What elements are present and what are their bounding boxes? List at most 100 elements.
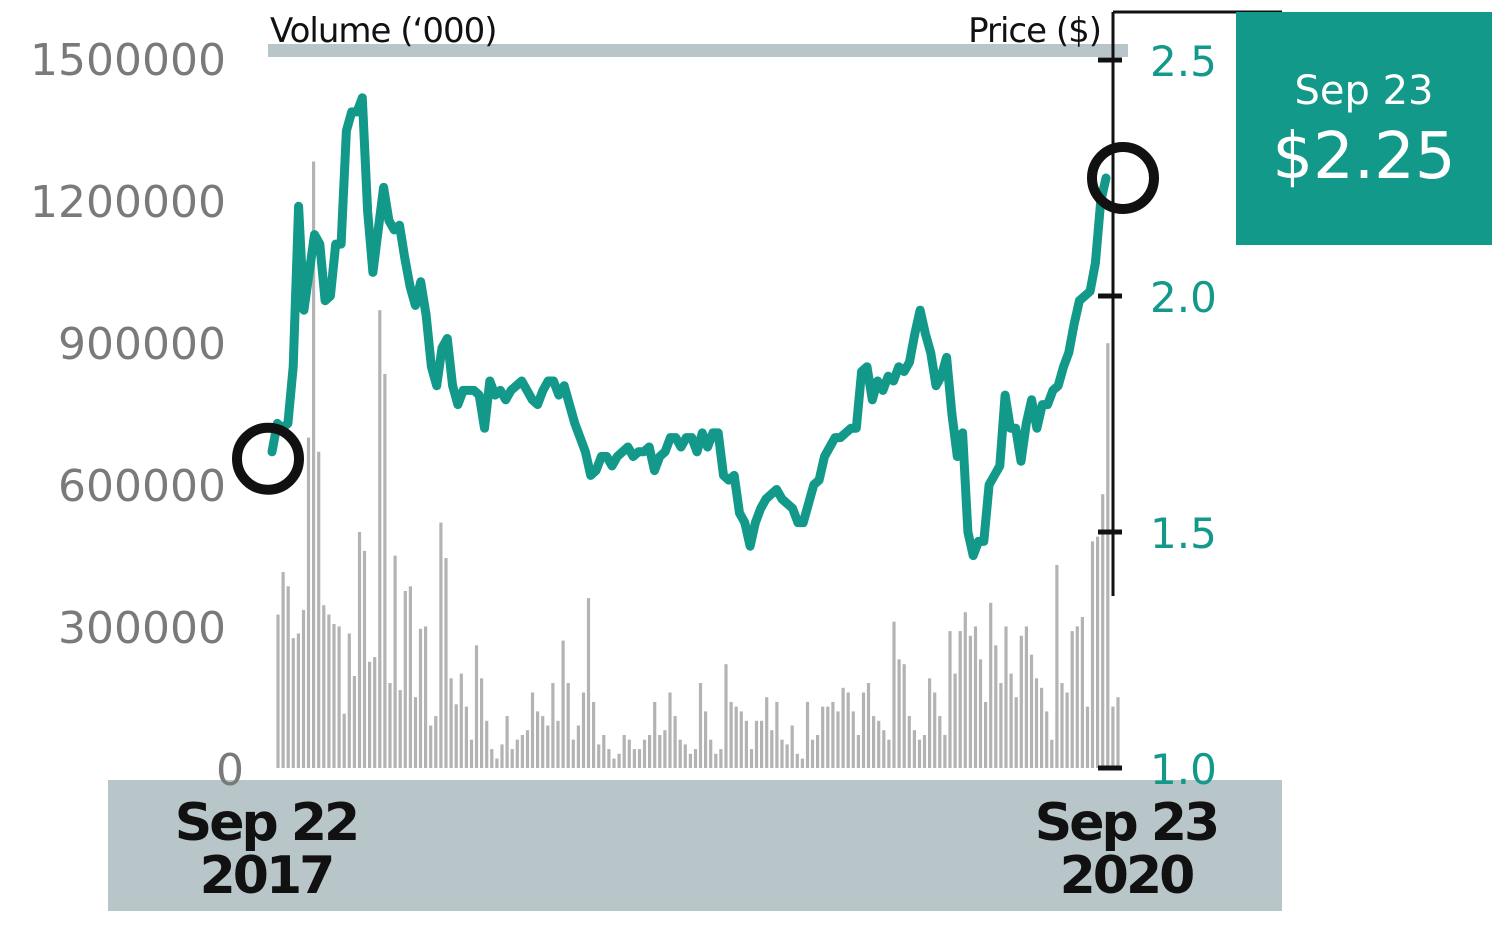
volume-bar [556, 720, 560, 768]
volume-bar [1014, 697, 1018, 768]
volume-bar [500, 744, 504, 768]
price-tick-label: 1.0 [1150, 745, 1217, 794]
volume-bar [1096, 536, 1100, 768]
end-price-marker [1087, 142, 1159, 214]
volume-bar [1024, 626, 1028, 768]
volume-bar [312, 161, 316, 768]
volume-bar [617, 753, 621, 768]
volume-bar [459, 673, 463, 768]
volume-bar [749, 749, 754, 768]
volume-bar [704, 711, 708, 768]
volume-bar [882, 730, 886, 768]
volume-bar [744, 720, 748, 768]
volume-bar [846, 692, 850, 768]
volume-bar [1070, 631, 1074, 768]
volume-bar [627, 739, 631, 768]
x-axis-band [108, 780, 1282, 911]
volume-bar [994, 645, 998, 768]
volume-bar [968, 635, 972, 768]
volume-bar [851, 711, 855, 768]
volume-bar [938, 716, 942, 768]
volume-bar [1060, 683, 1064, 768]
price-line [267, 93, 1111, 561]
volume-bar [368, 661, 372, 768]
volume-bar [928, 678, 932, 768]
volume-bar [678, 739, 682, 768]
volume-bar [637, 749, 642, 768]
volume-tick-label: 300000 [58, 603, 226, 654]
volume-tick-label: 1200000 [30, 177, 226, 228]
volume-bar [1085, 706, 1090, 768]
volume-bar [963, 612, 967, 768]
volume-bar [821, 706, 825, 768]
volume-bar [510, 749, 514, 768]
volume-bar [948, 631, 952, 768]
volume-bar [780, 739, 784, 768]
volume-bar [576, 725, 580, 768]
volume-axis-ticks: 1500000 1200000 900000 600000 300000 0 [30, 35, 244, 796]
volume-bar [1019, 635, 1023, 768]
volume-bar [541, 716, 545, 768]
volume-bar [276, 614, 280, 768]
volume-bar [622, 735, 626, 768]
volume-bar [1075, 626, 1079, 768]
volume-bar [836, 711, 840, 768]
volume-bar [800, 758, 804, 768]
volume-bar [887, 739, 891, 768]
volume-bar [698, 683, 703, 768]
volume-bar [317, 451, 321, 768]
volume-bar [943, 735, 947, 768]
volume-bar [709, 739, 713, 768]
volume-bar [897, 659, 901, 768]
volume-bar [1040, 687, 1044, 768]
volume-bar [856, 735, 860, 768]
volume-bar [306, 437, 311, 768]
volume-bar [810, 739, 815, 768]
volume-bar [973, 626, 978, 768]
volume-bar [866, 683, 871, 768]
volume-bar [765, 697, 769, 768]
volume-bar [1055, 565, 1059, 768]
volume-bar [561, 640, 565, 768]
volume-bar [861, 692, 866, 768]
volume-bar [739, 711, 743, 768]
volume-bar [352, 676, 356, 768]
volume-bar [281, 572, 285, 768]
volume-bar [1111, 706, 1115, 768]
volume-bar [586, 598, 591, 768]
x-end-label-year: 2020 [1060, 846, 1194, 906]
volume-bar [373, 657, 377, 768]
volume-bar [327, 614, 331, 768]
volume-bar [362, 550, 367, 768]
volume-bar [872, 716, 876, 768]
volume-bar [571, 739, 575, 768]
volume-bar [668, 692, 672, 768]
price-axis-title: Price ($) [968, 11, 1101, 51]
volume-bar [1090, 541, 1095, 768]
volume-bar [439, 522, 443, 768]
volume-bar [581, 692, 586, 768]
volume-bar [546, 725, 550, 768]
volume-bar [683, 744, 687, 768]
price-tick-label: 1.5 [1150, 509, 1217, 558]
volume-bar [989, 602, 993, 768]
volume-bar [347, 633, 351, 768]
volume-bar [469, 739, 474, 768]
volume-bar [1101, 494, 1105, 768]
price-tick-label: 2.0 [1150, 273, 1217, 322]
volume-bar [342, 713, 346, 768]
volume-bar [729, 701, 733, 768]
volume-bar [642, 739, 647, 768]
volume-bar [474, 645, 479, 768]
volume-bar [495, 758, 499, 768]
volume-bar [648, 735, 652, 768]
volume-bar [1034, 678, 1039, 768]
volume-bar [693, 749, 698, 768]
volume-bar [714, 753, 718, 768]
volume-bar [551, 683, 555, 768]
volume-bar [1065, 692, 1069, 768]
volume-bar [953, 673, 957, 768]
start-price-marker [232, 422, 304, 495]
volume-bar [566, 683, 570, 768]
